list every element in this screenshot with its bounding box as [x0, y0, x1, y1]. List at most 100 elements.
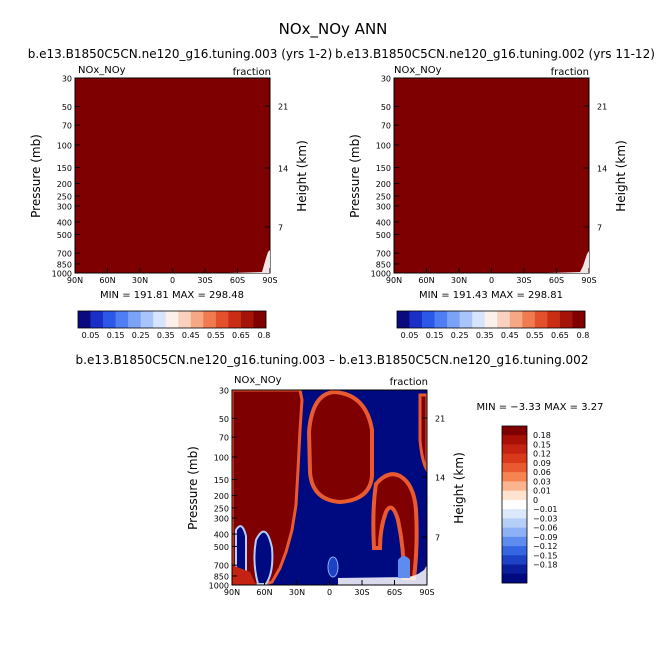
colorbar-label: 0.65 [232, 331, 250, 340]
colorbar-swatch [422, 311, 435, 328]
colorbar-label: 0.06 [533, 468, 551, 477]
colorbar-swatch [497, 311, 511, 328]
panel-2-units: fraction [551, 67, 589, 78]
y-tick-label: 50 [219, 415, 229, 424]
height-tick-label: 21 [435, 415, 445, 424]
y-tick-label: 250 [57, 192, 72, 201]
colorbar-label: 0.18 [533, 431, 551, 440]
colorbar-swatch [502, 453, 527, 464]
colorbar-frame [77, 310, 267, 329]
x-tick-label: 90N [67, 276, 83, 285]
y-tick-label: 300 [57, 203, 72, 212]
colorbar-swatch [502, 564, 527, 575]
y-tick-label: 300 [214, 515, 229, 524]
colorbar-swatch [522, 311, 536, 328]
y-tick-label: 250 [376, 192, 391, 201]
colorbar-swatch [90, 311, 104, 328]
y-tick-label: 30 [62, 75, 72, 84]
y-tick-label: 250 [214, 504, 229, 513]
colorbar-label: −0.09 [533, 533, 558, 542]
panel-1-stats: MIN = 191.81 MAX = 298.48 [100, 290, 244, 301]
x-tick-label: 30S [354, 588, 369, 597]
y-tick-label: 700 [57, 250, 72, 259]
colorbar-label: 0.8 [577, 331, 590, 340]
y-tick-label: 400 [214, 531, 229, 540]
x-tick-label: 60N [256, 588, 272, 597]
panel-2-variable: NOx_NOy [394, 65, 442, 76]
colorbar-label: −0.06 [533, 524, 558, 533]
panel-2-surface-edge [548, 251, 589, 273]
colorbar-label: 0.45 [501, 331, 519, 340]
x-tick-label: 60N [99, 276, 115, 285]
colorbar-label: 0.65 [551, 331, 569, 340]
colorbar-swatch [559, 311, 573, 328]
x-tick-label: 60S [387, 588, 402, 597]
colorbar-swatch [502, 527, 527, 538]
panel-1: b.e13.B1850C5CN.ne120_g16.tuning.003 (yr… [28, 47, 333, 340]
x-tick-label: 90S [419, 588, 434, 597]
colorbar-swatch [240, 311, 254, 328]
panel-1-ylabel: Pressure (mb) [29, 134, 43, 218]
colorbar-swatch [502, 435, 527, 445]
y-tick-label: 150 [376, 164, 391, 173]
colorbar-swatch [502, 573, 527, 584]
colorbar-label: −0.18 [533, 561, 558, 570]
y-tick-label: 30 [219, 387, 229, 396]
colorbar-swatch [502, 518, 527, 528]
y-tick-label: 850 [376, 260, 391, 269]
panel-3-ylabel: Pressure (mb) [186, 446, 200, 530]
colorbar-swatch [502, 555, 527, 565]
panel-2-title: b.e13.B1850C5CN.ne120_g16.tuning.002 (yr… [335, 47, 655, 61]
panel-3-ylabel-right: Height (km) [452, 452, 466, 523]
height-tick-label: 21 [597, 103, 607, 112]
x-tick-label: 30S [516, 276, 531, 285]
colorbar-swatch [502, 444, 527, 455]
y-tick-label: 70 [381, 122, 391, 131]
height-tick-label: 7 [278, 224, 283, 233]
colorbar-label: 0.03 [533, 477, 551, 486]
panel-3-units: fraction [390, 377, 428, 388]
colorbar-label: 0.09 [533, 459, 551, 468]
colorbar-swatch [502, 481, 527, 491]
colorbar-swatch [502, 490, 527, 501]
colorbar-label: −0.03 [533, 514, 558, 523]
colorbar-swatch [203, 311, 217, 328]
y-tick-label: 850 [57, 260, 72, 269]
colorbar-label: 0 [533, 496, 538, 505]
colorbar-swatch [228, 311, 242, 328]
colorbar-swatch [534, 311, 548, 328]
y-tick-label: 1000 [371, 270, 391, 279]
colorbar-label: 0.45 [182, 331, 200, 340]
y-tick-label: 70 [62, 122, 72, 131]
x-tick-label: 60N [418, 276, 434, 285]
colorbar-swatch [502, 546, 527, 556]
height-tick-label: 14 [597, 165, 607, 174]
y-tick-label: 700 [376, 250, 391, 259]
x-tick-label: 30N [132, 276, 148, 285]
panel-1-ylabel-right: Height (km) [295, 140, 309, 211]
x-tick-label: 90N [386, 276, 402, 285]
x-tick-label: 30N [289, 588, 305, 597]
y-tick-label: 400 [376, 219, 391, 228]
panel-1-variable: NOx_NOy [78, 65, 126, 76]
diff-region-south [371, 472, 419, 580]
colorbar-swatch [397, 311, 410, 328]
height-tick-label: 14 [278, 165, 288, 174]
colorbar-swatch [165, 311, 179, 328]
panel-1-field [74, 77, 271, 274]
colorbar-swatch [103, 311, 116, 328]
panel-2-stats: MIN = 191.43 MAX = 298.81 [419, 290, 563, 301]
y-tick-label: 500 [57, 231, 72, 240]
y-tick-label: 100 [57, 141, 72, 150]
x-tick-label: 60S [549, 276, 564, 285]
colorbar-swatch [253, 311, 267, 328]
colorbar-label: −0.12 [533, 542, 558, 551]
y-tick-label: 500 [214, 543, 229, 552]
colorbar-swatch [115, 311, 129, 328]
colorbar-label: 0.25 [451, 331, 469, 340]
colorbar-swatch [509, 311, 523, 328]
colorbar-swatch [409, 311, 423, 328]
main-title: NOx_NOy ANN [279, 20, 388, 39]
colorbar-swatch [484, 311, 498, 328]
